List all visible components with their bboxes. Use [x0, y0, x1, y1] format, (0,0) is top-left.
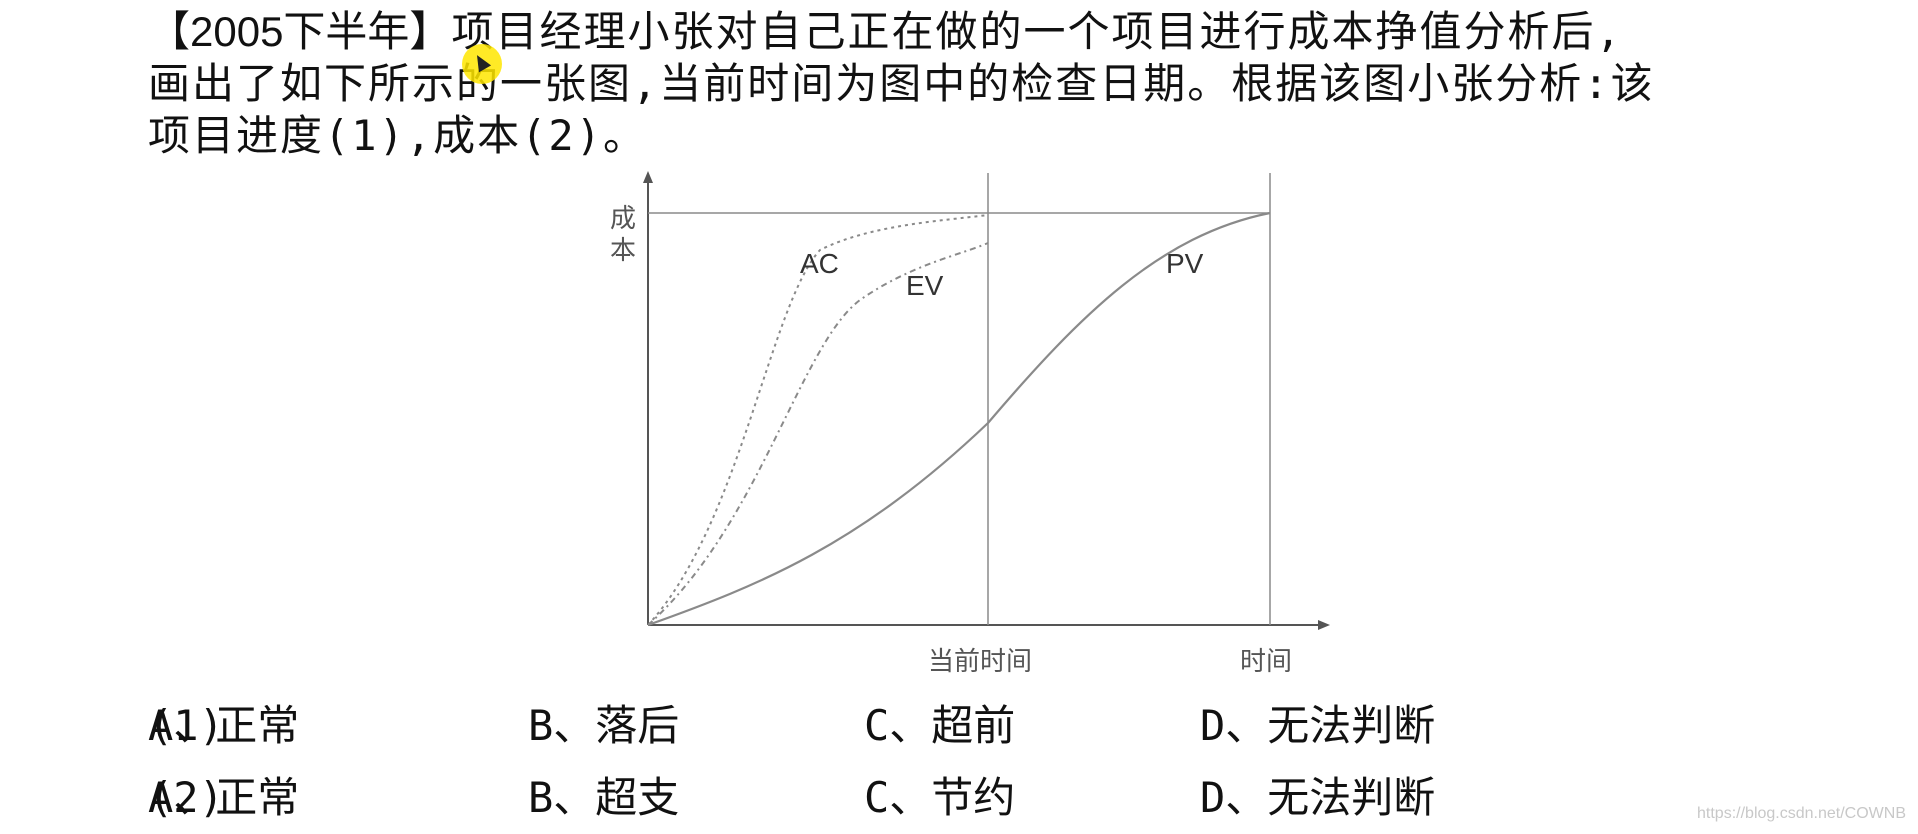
ev-curve	[647, 242, 989, 626]
option-2-b[interactable]: B、超支	[528, 773, 680, 822]
series-label-ev: EV	[906, 270, 944, 301]
question-line-1: 【2005下半年】项目经理小张对自己正在做的一个项目进行成本挣值分析后,	[148, 6, 1788, 58]
option-2-d[interactable]: D、无法判断	[1200, 773, 1436, 822]
series-label-pv: PV	[1166, 248, 1204, 279]
option-1-q: (1)	[148, 701, 224, 750]
cursor-highlight	[462, 44, 502, 84]
option-1-a-label: A、正常	[148, 701, 300, 750]
y-axis-label-char-1: 成	[610, 204, 636, 234]
question-line-2: 画出了如下所示的一张图,当前时间为图中的检查日期。根据该图小张分析:该	[148, 59, 1655, 108]
series-label-ac: AC	[800, 248, 839, 279]
x-tick-current-time: 当前时间	[928, 647, 1032, 677]
option-1-c[interactable]: C、超前	[864, 701, 1016, 750]
x-axis-arrow	[1318, 620, 1330, 630]
question-line-1-text: 项目经理小张对自己正在做的一个项目进行成本挣值分析后,	[451, 7, 1623, 56]
option-2-a-label: A、正常	[148, 773, 300, 822]
question-line-3: 项目进度(1),成本(2)。	[148, 111, 648, 160]
earned-value-chart: 成 本 AC EV PV 当前时间 时间	[610, 171, 1330, 677]
question-tag: 【2005下半年】	[148, 8, 452, 55]
y-axis-label-char-2: 本	[610, 236, 636, 266]
option-2-q: (2)	[148, 773, 224, 822]
y-axis-arrow	[643, 171, 653, 183]
question-text: 【2005下半年】项目经理小张对自己正在做的一个项目进行成本挣值分析后, 画出了…	[148, 6, 1788, 162]
option-2-c[interactable]: C、节约	[864, 773, 1016, 822]
option-1-d[interactable]: D、无法判断	[1200, 701, 1436, 750]
option-1-b[interactable]: B、落后	[528, 701, 680, 750]
x-tick-time: 时间	[1240, 647, 1292, 677]
pv-curve	[647, 211, 1271, 627]
watermark: https://blog.csdn.net/COWNB	[1697, 805, 1906, 822]
